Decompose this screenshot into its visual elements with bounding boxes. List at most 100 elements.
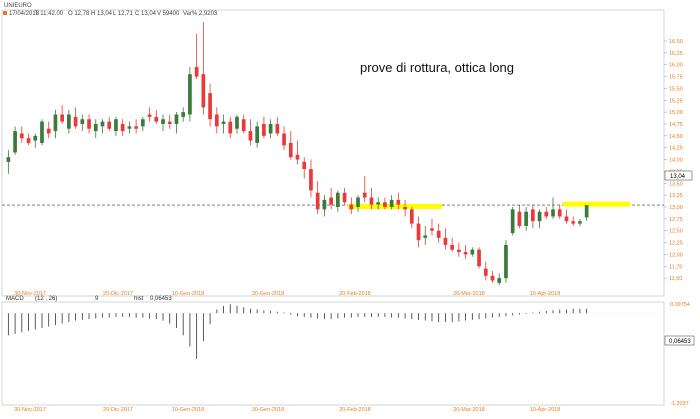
candle-body [275,123,280,134]
candles [6,22,589,286]
candle-body [282,133,286,146]
candle [147,107,152,122]
candle [221,114,226,134]
candle [295,140,300,165]
x-tick-label: 30-Gen-2018 [252,291,284,297]
macd-current-label: 0,06453 [669,339,691,345]
y-tick-label: 14,00 [669,158,683,164]
candle [6,150,11,174]
candle [100,119,105,134]
candle-body [571,221,576,224]
candle-body [349,204,354,210]
last-price-label: 13,04 [670,174,686,180]
x-tick-label: 10-Apr-2018 [530,291,561,297]
header-date: 17/04/2018 [9,11,40,17]
candle [517,204,522,229]
candle [167,114,172,129]
candle [154,109,159,124]
candle-body [389,199,394,207]
candle-body [302,161,307,170]
candle-body [497,278,502,283]
y-tick-label: 13,50 [669,181,683,187]
candle [356,195,360,212]
y-tick-label: 15,00 [669,110,683,116]
candle [161,114,165,132]
candle-body [537,211,542,222]
candle-body [235,116,239,129]
candle-body [228,121,233,134]
candle [40,119,44,146]
candle-body [107,121,112,129]
candle [194,33,199,79]
candle-body [248,131,253,141]
candle-body [33,135,38,141]
candle [463,244,468,260]
candle-body [154,116,159,122]
candle [13,126,17,155]
candle-body [564,216,569,222]
macd-hist-value: 0,06453 [150,296,172,302]
y-tick-label: 14,75 [669,122,683,128]
candle-body [167,121,172,124]
candle [470,247,475,257]
candle [564,209,569,224]
candle [228,116,233,139]
candle-body [26,138,31,143]
candle [214,107,219,134]
candle [369,188,374,210]
candle [578,218,582,226]
candle [268,119,273,139]
candle-body [315,192,320,210]
candle [490,271,495,283]
candle-body [208,93,212,120]
candle [409,206,414,229]
candle-body [60,114,65,122]
candle-body [335,192,340,207]
candle-body [369,197,374,205]
candle-body [443,237,448,245]
candle [26,133,31,146]
candle-body [241,119,246,132]
candle [551,197,555,219]
highlight-zone [347,203,443,209]
candle-body [517,211,522,226]
candle [342,188,347,205]
candle-body [510,209,515,234]
header-info: 17/04/2018 T 11:42.00 O 12,78 H 13,04 L … [3,11,218,17]
candle [208,83,212,127]
candle [127,121,132,134]
candle-body [214,114,219,127]
candle-body [342,192,347,203]
candle-body [329,197,333,205]
candle-body [423,235,428,238]
candle-body [127,126,132,129]
candle-body [181,112,186,117]
y-axis: 11,50 11,75 12,00 12,25 12,50 12,75 13,00 13,25… [664,39,683,282]
candle [275,116,280,136]
header-low: L 12,71 [113,11,133,17]
candle-body [416,223,421,241]
y-tick-label: 13,25 [669,193,683,199]
x-tick-label: 20-Feb-2018 [339,291,371,297]
candle-body [376,202,381,205]
candle [53,109,58,139]
macd-params: (12 , 26) [35,296,57,302]
candle-body [46,128,51,134]
candle [403,199,407,217]
candle [544,206,549,219]
last-price-badge [664,170,693,181]
candle-body [134,126,138,129]
candle [389,195,394,210]
y-tick-label: 12,75 [669,217,683,223]
candle-body [114,119,118,132]
candle [181,107,186,122]
candle [483,261,488,281]
candle-body [362,192,367,198]
candle [457,242,461,257]
candle-body [477,249,481,267]
x-tick-label-macd: 10-Gen-2018 [172,407,204,413]
x-tick-label: 20-Dic-2017 [103,291,133,297]
candle-body [483,268,488,276]
candle [134,119,138,134]
candle-body [409,209,414,224]
